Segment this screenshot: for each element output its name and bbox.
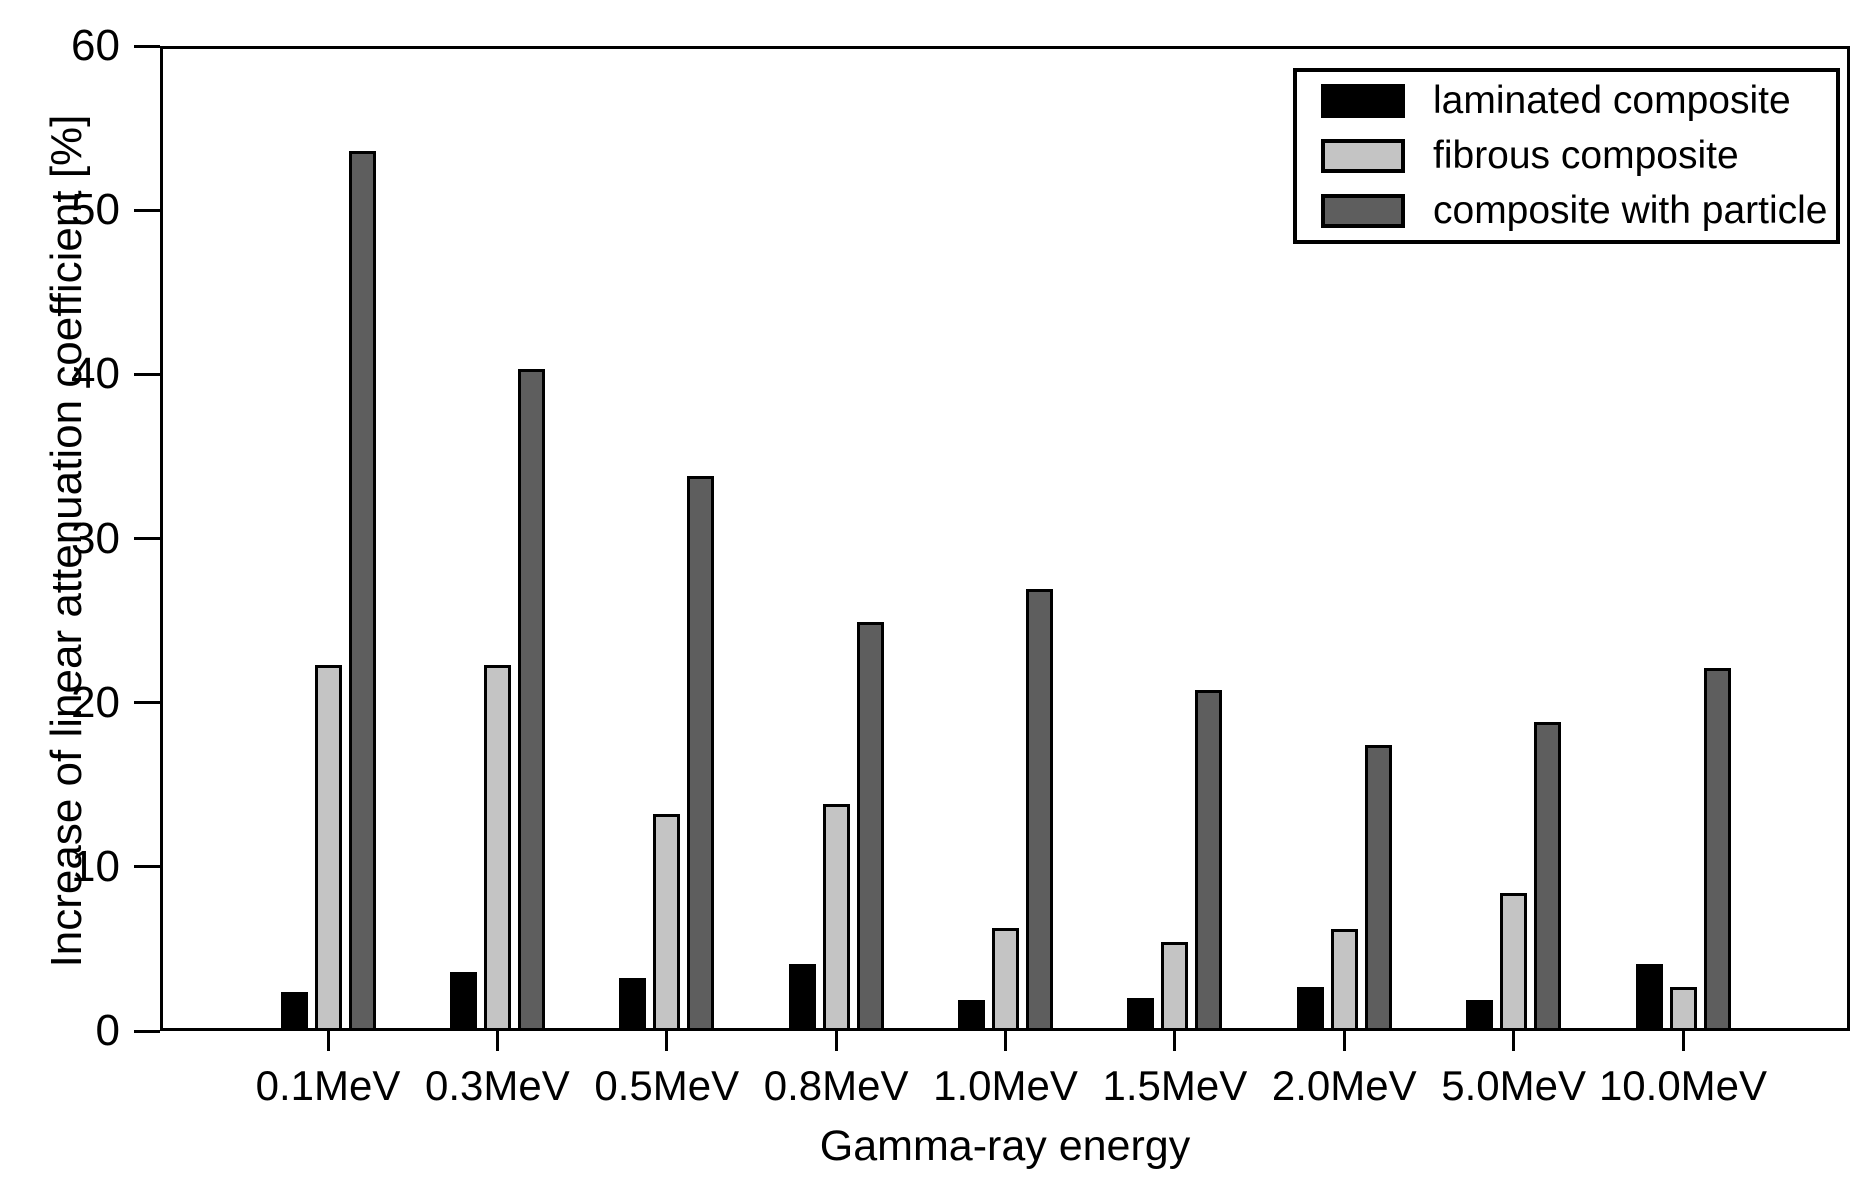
bar-composite-with-particle-0.5MeV xyxy=(687,476,715,1031)
bar-laminated-composite-0.5MeV xyxy=(619,978,647,1031)
x-tick-mark xyxy=(1681,1031,1685,1051)
bar-composite-with-particle-1.5MeV xyxy=(1195,690,1223,1031)
bar-fibrous-composite-0.5MeV xyxy=(653,814,681,1031)
y-tick-mark xyxy=(134,208,160,212)
y-tick-label: 20 xyxy=(71,677,120,727)
bar-composite-with-particle-10.0MeV xyxy=(1703,668,1731,1031)
bar-composite-with-particle-2.0MeV xyxy=(1364,745,1392,1031)
x-tick-label: 0.3MeV xyxy=(425,1062,570,1109)
legend-item: fibrous composite xyxy=(1321,135,1836,177)
x-tick-mark xyxy=(1512,1031,1516,1051)
x-tick-mark xyxy=(834,1031,838,1051)
y-tick-mark xyxy=(134,537,160,540)
bar-composite-with-particle-5.0MeV xyxy=(1534,722,1562,1031)
y-tick-label: 30 xyxy=(71,513,120,563)
bar-composite-with-particle-1.0MeV xyxy=(1026,589,1053,1031)
x-tick-label: 0.8MeV xyxy=(763,1062,909,1109)
bar-composite-with-particle-0.1MeV xyxy=(348,151,376,1031)
bar-laminated-composite-10.0MeV xyxy=(1635,964,1663,1031)
legend-swatch-fibrous-composite xyxy=(1321,139,1405,173)
bar-laminated-composite-1.0MeV xyxy=(958,1000,985,1031)
legend-swatch-composite-with-particle xyxy=(1321,194,1405,228)
bar-laminated-composite-0.3MeV xyxy=(449,972,477,1031)
y-tick-mark xyxy=(134,865,160,869)
bar-laminated-composite-0.8MeV xyxy=(788,964,816,1031)
x-tick-mark xyxy=(1342,1031,1346,1051)
x-tick-mark xyxy=(495,1031,499,1051)
legend-label: fibrous composite xyxy=(1433,134,1739,177)
x-tick-label: 1.5MeV xyxy=(1102,1062,1248,1109)
legend-item: composite with particle xyxy=(1321,190,1836,232)
y-tick-label: 60 xyxy=(71,21,120,70)
y-tick-label: 40 xyxy=(71,349,120,399)
x-tick-mark xyxy=(1173,1031,1177,1051)
y-tick-mark xyxy=(134,701,160,705)
y-tick-mark xyxy=(134,1029,160,1033)
bar-fibrous-composite-5.0MeV xyxy=(1500,893,1528,1031)
y-tick-label: 50 xyxy=(71,185,120,235)
legend-label: laminated composite xyxy=(1433,79,1791,122)
x-axis-title: Gamma-ray energy xyxy=(819,1122,1191,1170)
bar-fibrous-composite-0.8MeV xyxy=(822,804,850,1031)
x-tick-mark xyxy=(1004,1031,1007,1051)
x-tick-label: 1.0MeV xyxy=(933,1062,1078,1109)
bar-composite-with-particle-0.8MeV xyxy=(856,622,884,1031)
x-tick-mark xyxy=(665,1031,669,1051)
x-tick-label: 0.1MeV xyxy=(255,1062,401,1109)
y-tick-label: 10 xyxy=(71,841,120,891)
bar-laminated-composite-0.1MeV xyxy=(280,992,308,1031)
y-tick-mark xyxy=(134,44,160,48)
x-tick-label: 0.5MeV xyxy=(594,1062,740,1109)
bar-laminated-composite-5.0MeV xyxy=(1466,1000,1494,1031)
bar-fibrous-composite-0.1MeV xyxy=(314,665,342,1031)
legend: laminated composite fibrous composite comp… xyxy=(1293,68,1840,244)
bar-laminated-composite-1.5MeV xyxy=(1127,998,1155,1031)
legend-swatch-laminated-composite xyxy=(1321,84,1405,118)
bar-fibrous-composite-10.0MeV xyxy=(1669,987,1697,1031)
x-tick-mark xyxy=(326,1031,330,1051)
bar-fibrous-composite-0.3MeV xyxy=(483,665,511,1031)
bar-fibrous-composite-1.0MeV xyxy=(992,928,1019,1031)
x-tick-label: 2.0MeV xyxy=(1271,1062,1417,1109)
legend-item: laminated composite xyxy=(1321,80,1836,122)
bar-fibrous-composite-2.0MeV xyxy=(1330,929,1358,1031)
bar-laminated-composite-2.0MeV xyxy=(1296,987,1324,1031)
legend-label: composite with particle xyxy=(1433,189,1828,232)
x-tick-label: 10.0MeV xyxy=(1598,1062,1768,1109)
bar-fibrous-composite-1.5MeV xyxy=(1161,942,1189,1031)
y-tick-mark xyxy=(134,372,160,376)
bar-composite-with-particle-0.3MeV xyxy=(517,369,545,1031)
x-tick-label: 5.0MeV xyxy=(1441,1062,1586,1109)
y-tick-label: 0 xyxy=(95,1006,120,1055)
